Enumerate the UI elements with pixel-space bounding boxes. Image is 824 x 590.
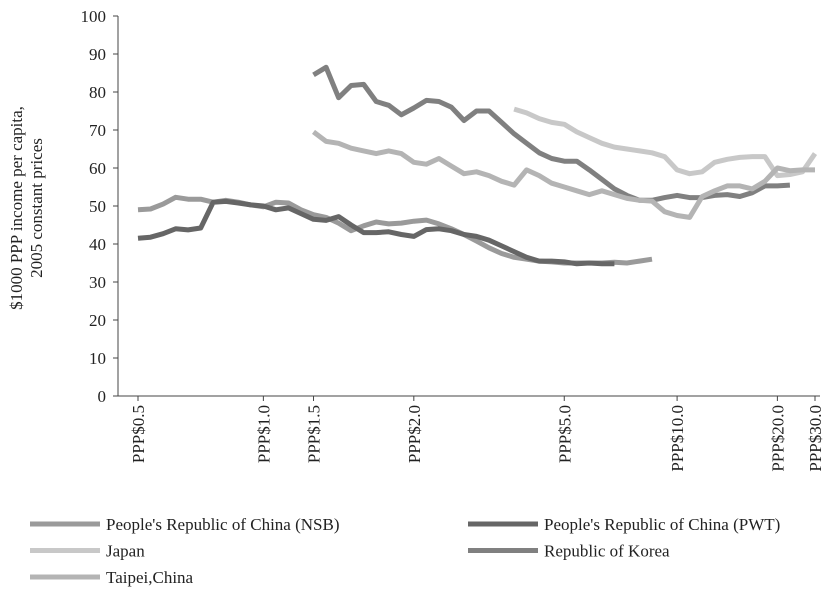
legend-label: People's Republic of China (NSB) [106, 515, 339, 534]
series-line [312, 64, 791, 203]
x-tick-label: PPP$1.0 [254, 405, 273, 463]
y-tick-label: 40 [89, 235, 106, 254]
y-tick-label: 0 [98, 387, 107, 406]
y-tick-label: 20 [89, 311, 106, 330]
x-tick-label: PPP$1.5 [305, 405, 324, 463]
x-tick-label: PPP$20.0 [768, 405, 787, 472]
legend-label: Republic of Korea [544, 542, 670, 561]
y-tick-label: 90 [89, 45, 106, 64]
series-line [137, 198, 615, 267]
x-tick-label: PPP$30.0 [806, 405, 824, 472]
x-tick-label: PPP$0.5 [129, 405, 148, 463]
y-tick-label: 30 [89, 273, 106, 292]
series-line [311, 129, 815, 220]
y-tick-label: 70 [89, 121, 106, 140]
y-axis-title: $1000 PPP income per capita, [7, 106, 26, 310]
y-tick-label: 100 [81, 7, 107, 26]
y-axis-title: 2005 constant prices [27, 138, 46, 278]
y-tick-label: 50 [89, 197, 106, 216]
x-tick-label: PPP$10.0 [668, 405, 687, 472]
series-line [137, 194, 653, 266]
y-tick-label: 10 [89, 349, 106, 368]
legend-label: Taipei,China [106, 568, 194, 587]
y-tick-label: 80 [89, 83, 106, 102]
x-tick-label: PPP$2.0 [405, 405, 424, 463]
y-tick-label: 60 [89, 159, 106, 178]
legend-label: People's Republic of China (PWT) [544, 515, 780, 534]
series-line [513, 106, 818, 179]
legend-label: Japan [106, 542, 145, 561]
x-tick-label: PPP$5.0 [555, 405, 574, 463]
